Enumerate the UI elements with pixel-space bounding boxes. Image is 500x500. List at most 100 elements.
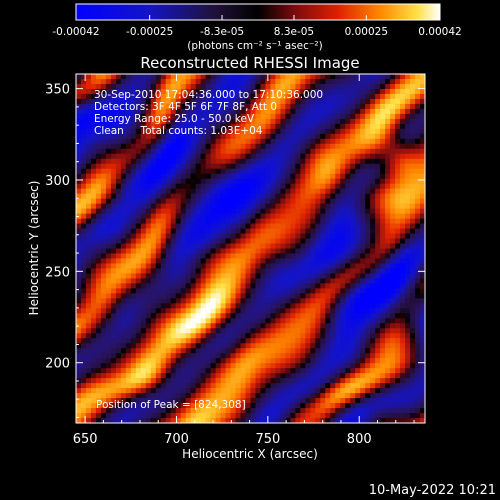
heatmap-cell [145,258,152,265]
heatmap-cell [405,328,411,334]
heatmap-cell [290,78,296,85]
heatmap-cell [295,373,301,379]
heatmap-cell [180,103,187,110]
heatmap-cell [120,283,127,289]
heatmap-cell [235,398,242,404]
heatmap-cell [420,253,425,260]
heatmap-cell [310,378,316,384]
heatmap-cell [140,163,147,170]
heatmap-cell [230,208,237,215]
heatmap-cell [345,198,351,205]
heatmap-cell [305,283,311,289]
heatmap-cell [205,74,212,80]
heatmap-cell [350,318,356,324]
heatmap-cell [290,178,296,185]
heatmap-cell [180,343,187,349]
heatmap-cell [255,318,262,324]
heatmap-cell [85,128,92,135]
heatmap-cell [415,293,421,299]
heatmap-cell [395,198,401,205]
heatmap-cell [370,378,376,384]
heatmap-cell [90,298,97,304]
heatmap-cell [135,313,142,319]
heatmap-cell [190,318,197,324]
heatmap-cell [120,163,127,170]
heatmap-cell [110,418,117,423]
heatmap-cell [85,258,92,265]
heatmap-cell [175,98,182,105]
heatmap-cell [90,203,97,210]
heatmap-cell [315,93,321,100]
heatmap-cell [360,188,366,195]
heatmap-cell [310,353,316,359]
heatmap-cell [350,243,356,250]
heatmap-cell [270,333,277,339]
heatmap-cell [150,93,157,100]
heatmap-cell [340,143,346,150]
heatmap-cell [185,128,192,135]
heatmap-cell [320,233,326,240]
heatmap-cell [420,103,425,110]
heatmap-cell [215,158,222,165]
heatmap-cell [125,383,132,389]
heatmap-cell [245,353,252,359]
heatmap-cell [215,333,222,339]
heatmap-cell [340,333,346,339]
heatmap-cell [420,248,425,255]
heatmap-cell [350,223,356,230]
heatmap-cell [140,413,147,419]
heatmap-cell [395,343,401,349]
heatmap-cell [285,318,291,324]
heatmap-cell [285,178,291,185]
heatmap-cell [180,218,187,225]
heatmap-cell [165,263,172,270]
heatmap-cell [215,368,222,374]
heatmap-cell [120,223,127,230]
heatmap-cell [355,333,361,339]
heatmap-cell [320,373,326,379]
heatmap-cell [130,313,137,319]
heatmap-cell [90,213,97,220]
heatmap-cell [265,153,272,160]
heatmap-cell [290,193,296,200]
heatmap-cell [190,173,197,180]
heatmap-cell [76,148,82,155]
heatmap-cell [310,273,316,280]
heatmap-cell [290,373,296,379]
heatmap-cell [220,418,227,423]
heatmap-cell [220,338,227,344]
heatmap-cell [360,418,366,423]
heatmap-cell [210,308,217,314]
heatmap-cell [375,308,381,314]
heatmap-cell [350,373,356,379]
heatmap-cell [190,228,197,235]
heatmap-cell [385,108,391,115]
heatmap-cell [405,283,411,289]
heatmap-cell [210,93,217,100]
heatmap-cell [265,108,272,115]
heatmap-cell [85,263,92,270]
heatmap-cell [225,218,232,225]
heatmap-cell [295,398,301,404]
heatmap-cell [275,188,282,195]
heatmap-cell [275,74,282,80]
heatmap-cell [275,138,282,145]
heatmap-cell [85,188,92,195]
heatmap-cell [335,328,341,334]
heatmap-cell [245,213,252,220]
heatmap-cell [410,283,416,289]
heatmap-cell [330,248,336,255]
heatmap-cell [400,253,406,260]
heatmap-cell [255,413,262,419]
heatmap-cell [280,373,286,379]
heatmap-cell [410,78,416,85]
heatmap-cell [390,113,396,120]
heatmap-cell [160,403,167,409]
heatmap-cell [310,338,316,344]
heatmap-cell [165,138,172,145]
heatmap-cell [370,318,376,324]
heatmap-cell [240,328,247,334]
heatmap-cell [76,313,82,319]
heatmap-cell [405,348,411,354]
heatmap-cell [90,218,97,225]
